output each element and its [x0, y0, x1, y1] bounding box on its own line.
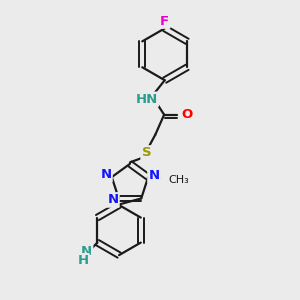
- Text: S: S: [142, 146, 151, 159]
- Text: F: F: [160, 14, 169, 28]
- Text: HN: HN: [135, 93, 158, 106]
- Text: N: N: [107, 194, 118, 206]
- Text: H: H: [77, 254, 88, 267]
- Text: O: O: [182, 108, 193, 121]
- Text: N: N: [100, 168, 111, 181]
- Text: CH₃: CH₃: [168, 175, 189, 185]
- Text: N: N: [148, 169, 160, 182]
- Text: N: N: [81, 245, 92, 258]
